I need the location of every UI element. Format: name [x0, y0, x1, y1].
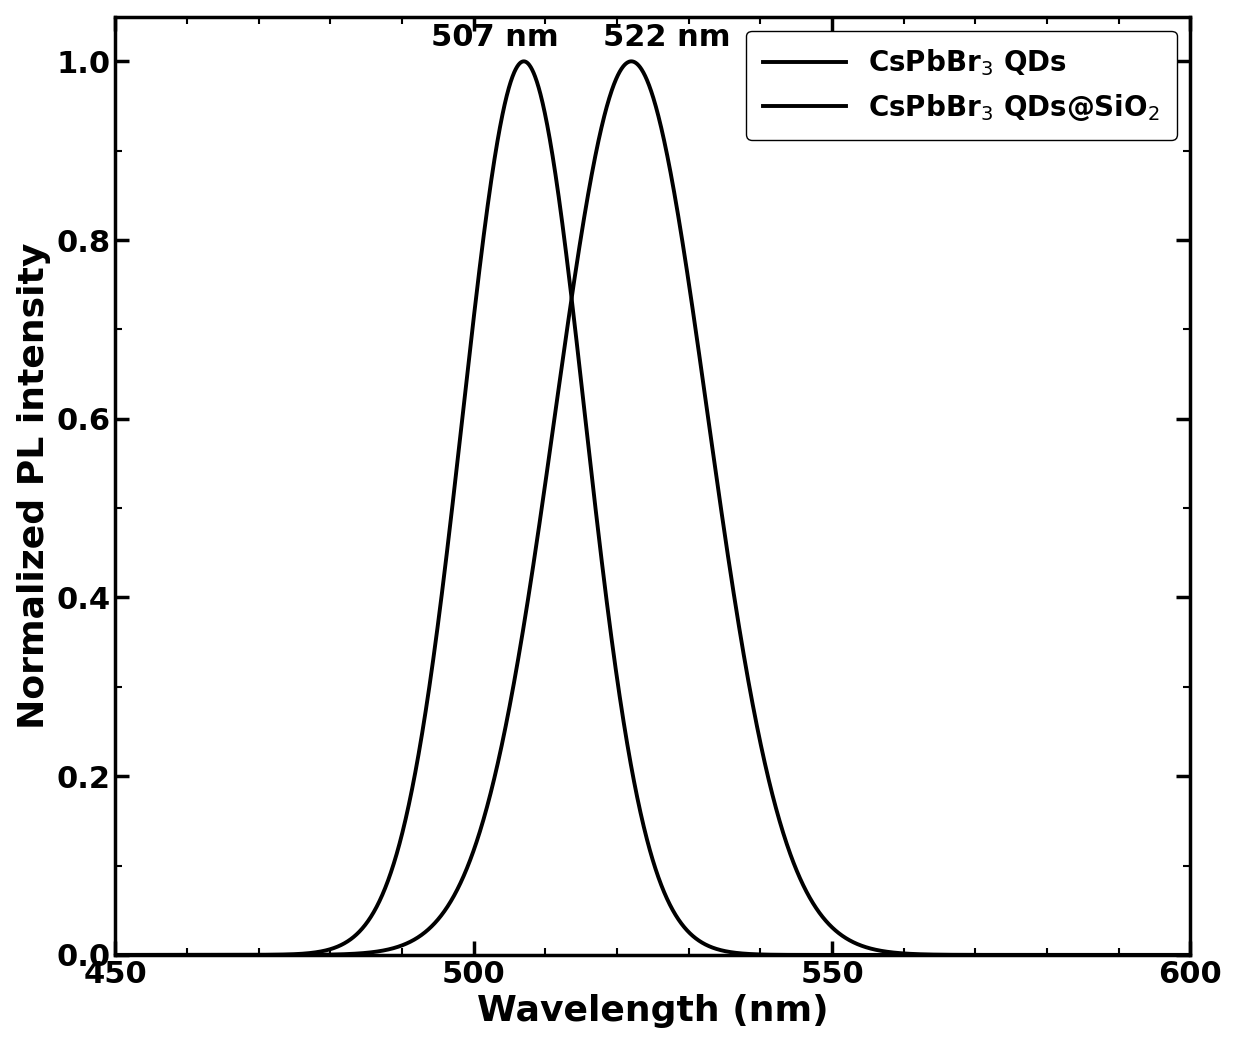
- CsPbBr$_3$ QDs: [567, 317, 582, 329]
- CsPbBr$_3$ QDs@SiO$_2$: [566, 275, 581, 287]
- Line: CsPbBr$_3$ QDs@SiO$_2$: CsPbBr$_3$ QDs@SiO$_2$: [115, 62, 1191, 955]
- Line: CsPbBr$_3$ QDs: CsPbBr$_3$ QDs: [115, 62, 1191, 955]
- CsPbBr$_3$ QDs: [294, 948, 309, 960]
- Y-axis label: Normalized PL intensity: Normalized PL intensity: [16, 242, 51, 729]
- CsPbBr$_3$ QDs@SiO$_2$: [1183, 949, 1198, 961]
- CsPbBr$_3$ QDs@SiO$_2$: [520, 596, 535, 608]
- CsPbBr$_3$ QDs@SiO$_2$: [294, 949, 309, 961]
- CsPbBr$_3$ QDs@SiO$_2$: [230, 949, 245, 961]
- Text: 507 nm: 507 nm: [431, 23, 559, 52]
- CsPbBr$_3$ QDs@SiO$_2$: [1047, 949, 1062, 961]
- CsPbBr$_3$ QDs: [1162, 949, 1177, 961]
- CsPbBr$_3$ QDs: [1047, 949, 1062, 961]
- CsPbBr$_3$ QDs: [520, 57, 535, 70]
- Legend: CsPbBr$_3$ QDs, CsPbBr$_3$ QDs@SiO$_2$: CsPbBr$_3$ QDs, CsPbBr$_3$ QDs@SiO$_2$: [746, 30, 1177, 140]
- CsPbBr$_3$ QDs: [108, 949, 123, 961]
- CsPbBr$_3$ QDs@SiO$_2$: [624, 55, 639, 68]
- CsPbBr$_3$ QDs: [1183, 949, 1198, 961]
- CsPbBr$_3$ QDs: [517, 55, 532, 68]
- CsPbBr$_3$ QDs: [230, 949, 245, 961]
- X-axis label: Wavelength (nm): Wavelength (nm): [477, 995, 829, 1028]
- CsPbBr$_3$ QDs@SiO$_2$: [108, 949, 123, 961]
- CsPbBr$_3$ QDs@SiO$_2$: [1162, 949, 1177, 961]
- Text: 522 nm: 522 nm: [603, 23, 731, 52]
